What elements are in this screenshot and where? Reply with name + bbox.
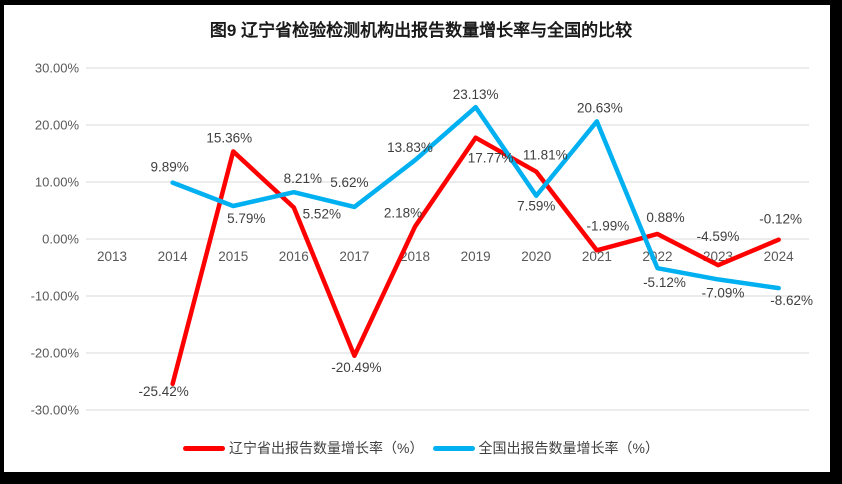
data-label: 0.88% [646,210,684,225]
data-label: 17.77% [468,151,514,166]
legend: 辽宁省出报告数量增长率（%） 全国出报告数量增长率（%） [0,438,842,458]
chart-title: 图9 辽宁省检验检测机构出报告数量增长率与全国的比较 [209,21,633,40]
x-axis-tick-label: 2014 [158,249,189,264]
x-axis-tick-label: 2022 [642,249,672,264]
x-axis-tick-label: 2015 [218,249,248,264]
y-axis-tick-label: 30.00% [35,61,80,76]
legend-item-national: 全国出报告数量增长率（%） [432,438,659,458]
x-axis-tick-label: 2021 [582,249,612,264]
y-axis-tick-label: 0.00% [42,232,79,247]
x-axis-tick-label: 2017 [339,249,369,264]
data-label: -5.12% [643,275,686,290]
data-label: 20.63% [577,100,623,115]
legend-label-national: 全国出报告数量增长率（%） [478,440,659,456]
x-axis-tick-label: 2024 [764,249,795,264]
series-line-liaoning [170,135,781,387]
data-label: 5.52% [303,207,341,222]
data-label: -4.59% [697,229,740,244]
data-label: 15.36% [206,130,252,145]
legend-swatch-national-line [432,445,475,451]
data-label: 7.59% [517,199,555,214]
y-axis-tick-label: -10.00% [31,289,80,304]
x-axis-tick-label: 2020 [521,249,551,264]
x-axis-tick-label: 2013 [97,249,127,264]
legend-item-liaoning: 辽宁省出报告数量增长率（%） [183,438,424,458]
data-label: 8.21% [284,171,322,186]
x-axis-tick-label: 2016 [279,249,309,264]
series-line-national [170,104,781,291]
y-axis-tick-label: 20.00% [35,118,80,133]
data-label: 5.62% [330,175,368,190]
data-label: 13.83% [387,140,433,155]
data-label: -0.12% [759,212,802,227]
legend-label-liaoning: 辽宁省出报告数量增长率（%） [229,440,424,456]
data-label: -8.62% [770,293,813,308]
data-label: -20.49% [331,360,381,375]
y-axis-tick-label: -30.00% [31,403,80,418]
y-axis-tick-label: 10.00% [35,175,80,190]
data-label: -1.99% [586,218,629,233]
data-label: 5.79% [227,211,265,226]
x-axis-tick-label: 2018 [400,249,430,264]
data-label: 9.89% [150,160,188,175]
data-label: -7.09% [702,285,745,300]
y-axis-tick-label: -20.00% [31,346,80,361]
x-axis-tick-label: 2019 [461,249,491,264]
data-label: 2.18% [384,206,422,221]
data-label: 11.81% [523,148,568,163]
legend-swatch-liaoning-line [183,445,226,451]
data-label: 23.13% [453,87,499,102]
data-label: -25.42% [138,384,188,399]
